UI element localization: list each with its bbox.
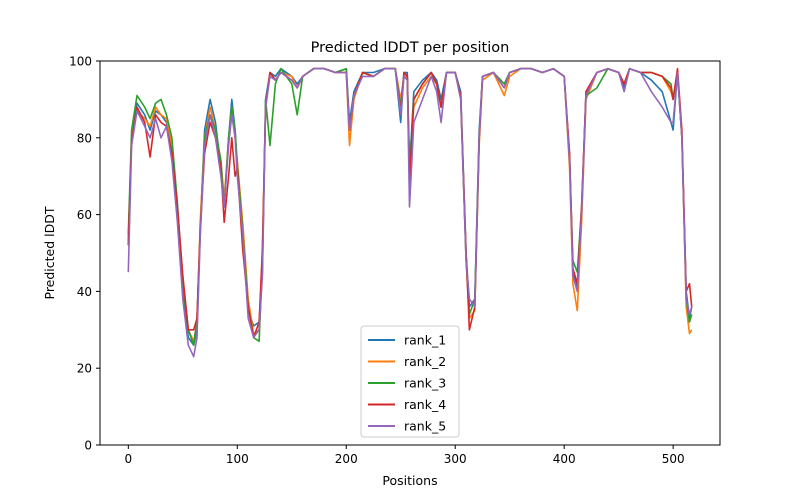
plot-frame: [99, 60, 721, 446]
x-tick-label: 400: [553, 452, 576, 466]
x-tick-label: 300: [444, 452, 467, 466]
chart-title: Predicted lDDT per position: [311, 40, 510, 56]
legend-label: rank_1: [404, 333, 446, 348]
legend-label: rank_5: [404, 419, 446, 434]
y-tick-label: 20: [77, 362, 92, 376]
legend-box: [360, 325, 460, 438]
x-tick-label: 100: [226, 452, 249, 466]
x-tick-label: 0: [125, 452, 133, 466]
x-tick-label: 200: [335, 452, 358, 466]
legend-label: rank_2: [404, 354, 446, 369]
series-line-rank-5: [127, 67, 693, 358]
axis-ticks: 0 100 200 300 400 500 0 20 40 60 80 100: [69, 55, 685, 467]
x-tick-label: 500: [662, 452, 685, 466]
y-axis-label: Predicted lDDT: [42, 206, 57, 299]
legend-label: rank_3: [404, 376, 446, 391]
series-lines: [127, 67, 693, 358]
y-tick-label: 100: [69, 55, 92, 69]
y-tick-label: 80: [77, 131, 92, 145]
y-tick-label: 60: [77, 208, 92, 222]
legend: rank_1 rank_2 rank_3 rank_4 rank_5: [360, 325, 460, 438]
x-axis-label: Positions: [382, 473, 437, 488]
legend-label: rank_4: [404, 397, 446, 412]
y-tick-label: 0: [84, 439, 92, 453]
y-tick-label: 40: [77, 285, 92, 299]
